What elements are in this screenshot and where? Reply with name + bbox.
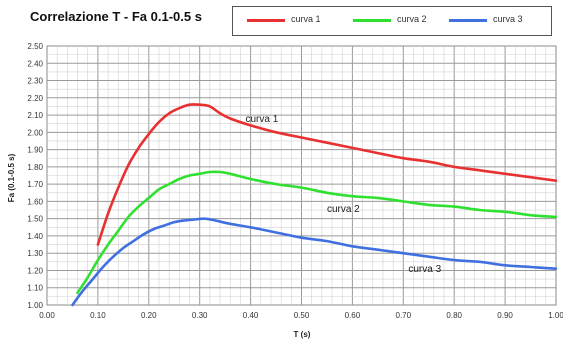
- series-line-curva-3: [71, 217, 558, 307]
- annotations: curva 1 curva 2 curva 3: [246, 114, 442, 275]
- annotation-curva-1: curva 1: [246, 114, 279, 125]
- y-tick-label: 2.30: [27, 77, 43, 86]
- annotation-curva-2: curva 2: [327, 204, 360, 215]
- series-lines: [71, 103, 558, 307]
- x-tick-label: 1.00: [548, 311, 563, 320]
- x-tick-label: 0.90: [497, 311, 513, 320]
- annotation-curva-3: curva 3: [408, 264, 441, 275]
- x-tick-label: 0.50: [294, 311, 310, 320]
- y-axis-label: Fa (0.1-0.5 s): [7, 153, 16, 202]
- chart-title: Correlazione T - Fa 0.1-0.5 s: [30, 9, 202, 24]
- legend-label-curva-2: curva 2: [397, 14, 427, 24]
- legend-label-curva-1: curva 1: [291, 14, 321, 24]
- y-tick-label: 2.10: [27, 111, 43, 120]
- x-tick-label: 0.10: [90, 311, 106, 320]
- legend: curva 1 curva 2 curva 3: [232, 6, 552, 36]
- y-tick-label: 1.20: [27, 266, 43, 275]
- y-tick-label: 1.60: [27, 197, 43, 206]
- y-tick-label: 2.40: [27, 59, 43, 68]
- series-line-curva-2: [76, 170, 558, 295]
- y-axis-ticks: 1.00 1.10 1.20 1.30 1.40 1.50 1.60 1.70 1.80 1.90…: [27, 42, 43, 310]
- x-tick-label: 0.80: [446, 311, 462, 320]
- legend-label-curva-3: curva 3: [493, 14, 523, 24]
- y-tick-label: 1.70: [27, 180, 43, 189]
- x-tick-label: 0.20: [141, 311, 157, 320]
- y-tick-label: 1.80: [27, 163, 43, 172]
- y-tick-label: 1.10: [27, 284, 43, 293]
- y-tick-label: 1.30: [27, 249, 43, 258]
- x-axis-label: T (s): [294, 330, 311, 339]
- y-tick-label: 1.00: [27, 301, 43, 310]
- y-tick-label: 2.50: [27, 42, 43, 51]
- x-axis-ticks: 0.00 0.10 0.20 0.30 0.40 0.50 0.60 0.70 0.80 0.90…: [39, 311, 563, 320]
- x-tick-label: 0.70: [396, 311, 412, 320]
- x-tick-label: 0.60: [345, 311, 361, 320]
- legend-swatch-curva-2: [353, 19, 391, 22]
- series-line-curva-1: [96, 103, 558, 246]
- x-tick-label: 0.30: [192, 311, 208, 320]
- y-tick-label: 1.50: [27, 215, 43, 224]
- y-tick-label: 2.20: [27, 94, 43, 103]
- x-tick-label: 0.40: [243, 311, 259, 320]
- y-tick-label: 2.00: [27, 128, 43, 137]
- legend-swatch-curva-1: [247, 19, 285, 22]
- y-tick-label: 1.90: [27, 146, 43, 155]
- y-tick-label: 1.40: [27, 232, 43, 241]
- legend-swatch-curva-3: [449, 19, 487, 22]
- x-tick-label: 0.00: [39, 311, 55, 320]
